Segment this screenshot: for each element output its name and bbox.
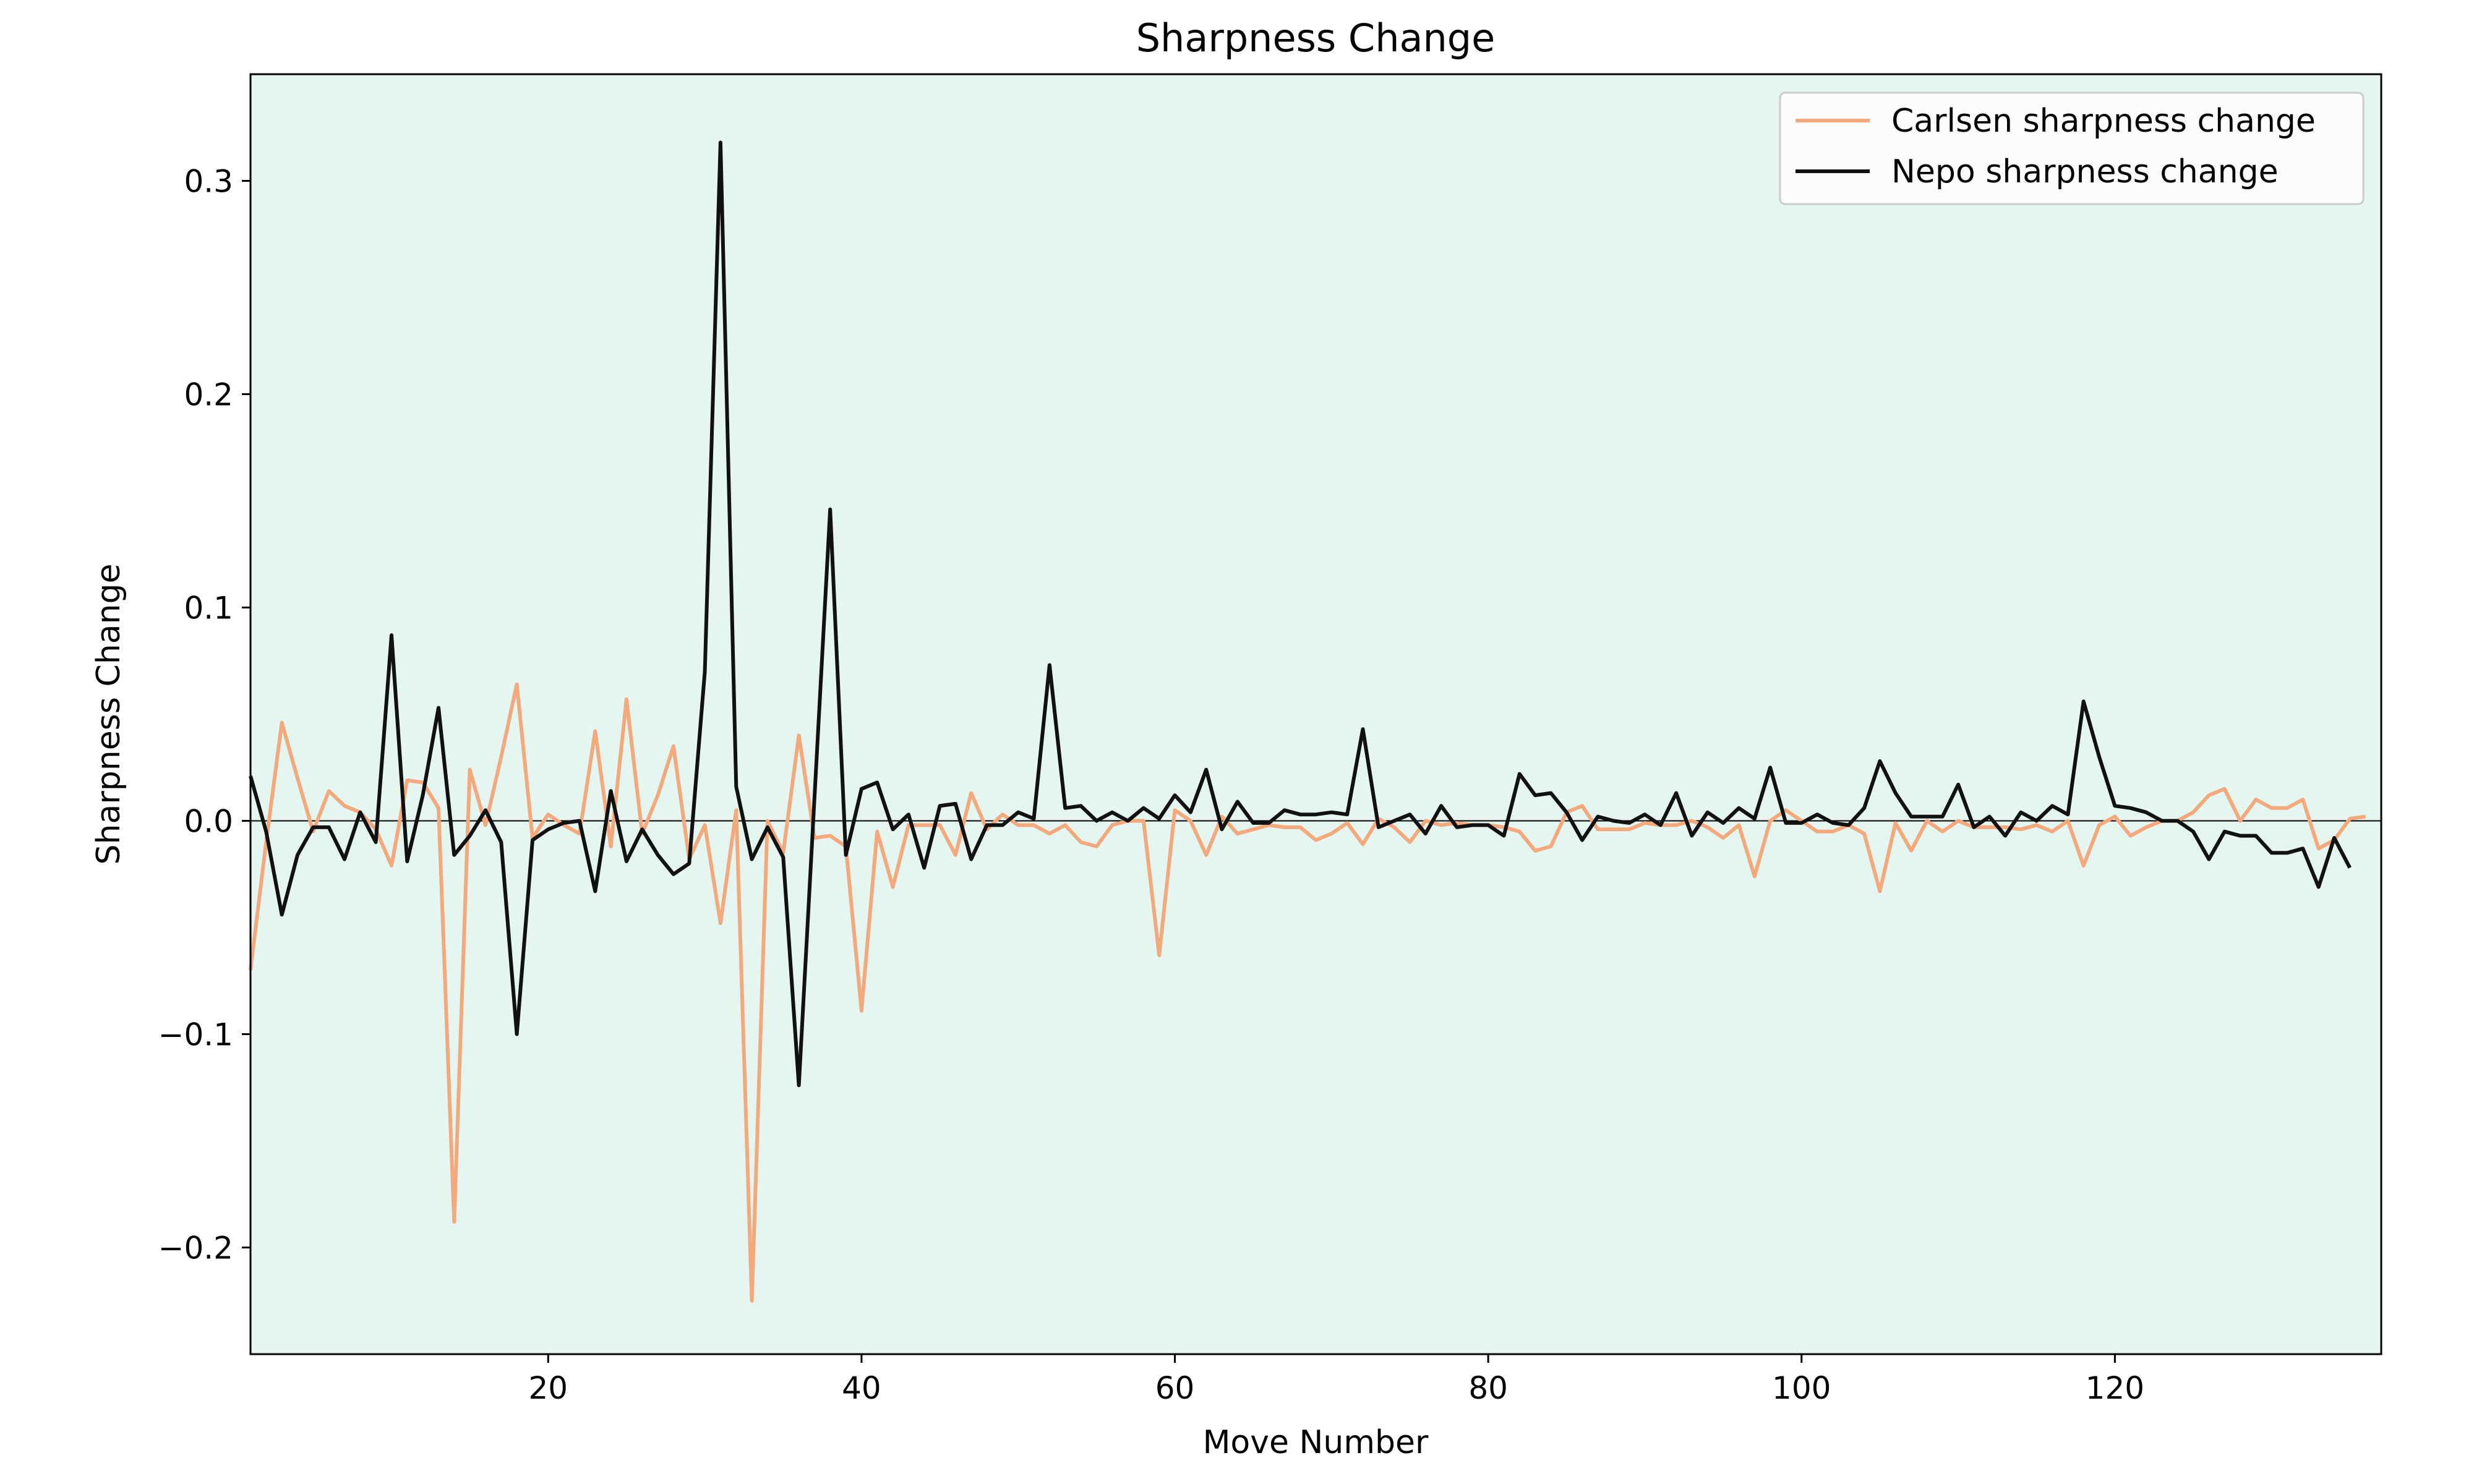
y-tick-label: −0.2 (158, 1230, 233, 1266)
x-tick-label: 80 (1468, 1370, 1508, 1406)
chart-title: Sharpness Change (1136, 15, 1496, 61)
x-tick-label: 20 (528, 1370, 568, 1406)
legend-label-carlsen: Carlsen sharpness change (1891, 103, 2316, 140)
series-line-nepo (249, 140, 2352, 1088)
y-tick-label: −0.1 (158, 1017, 233, 1053)
x-tick-label: 60 (1155, 1370, 1195, 1406)
series-line-carlsen (249, 682, 2366, 1303)
y-tick-label: 0.0 (184, 804, 233, 840)
x-axis-ticks: 20 40 60 80 100 120 (528, 1354, 2144, 1406)
x-tick-label: 100 (1772, 1370, 1831, 1406)
x-axis-title: Move Number (1203, 1424, 1429, 1461)
x-tick-label: 120 (2086, 1370, 2144, 1406)
x-tick-label: 40 (842, 1370, 881, 1406)
y-axis-ticks: −0.2 −0.1 0.0 0.1 0.2 0.3 (158, 164, 250, 1266)
y-tick-label: 0.3 (184, 164, 233, 200)
legend-box (1779, 92, 2365, 205)
plot-background (250, 74, 2381, 1354)
y-axis-title: Sharpness Change (90, 564, 127, 865)
y-tick-label: 0.2 (184, 377, 233, 413)
series-layer (249, 140, 2366, 1303)
plot-frame (249, 73, 2382, 1355)
legend-label-nepo: Nepo sharpness change (1891, 153, 2279, 190)
legend: Carlsen sharpness change Nepo sharpness … (1779, 92, 2365, 205)
y-tick-label: 0.1 (184, 591, 233, 626)
